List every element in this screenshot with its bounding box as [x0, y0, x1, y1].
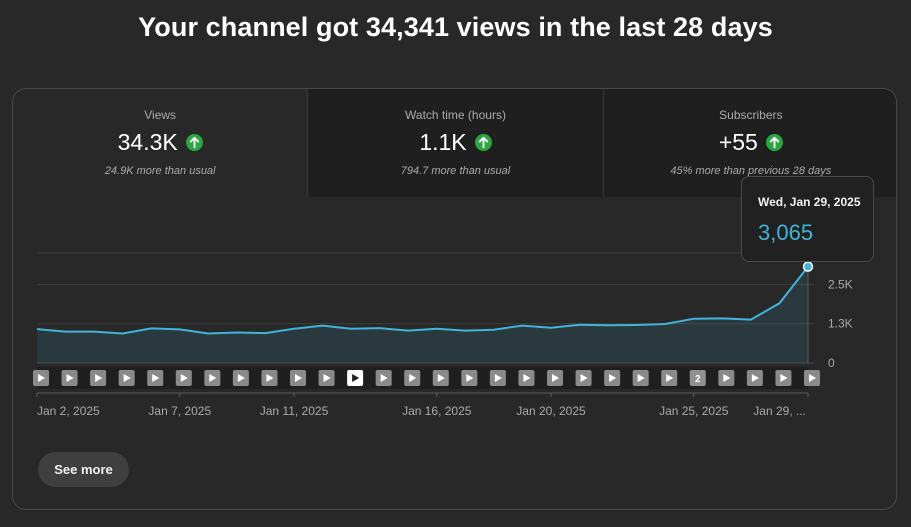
arrow-up-circle-icon — [765, 134, 783, 151]
video-marker-6[interactable] — [204, 370, 221, 386]
video-marker-7[interactable] — [232, 370, 249, 386]
tab-watch-time[interactable]: Watch time (hours) 1.1K 794.7 more than … — [308, 89, 604, 197]
video-thumbnail — [689, 370, 706, 386]
play-icon — [751, 374, 759, 382]
play-icon — [523, 374, 531, 382]
video-marker-23[interactable]: 2 — [689, 370, 706, 386]
video-count-label: 2 — [695, 374, 701, 385]
video-marker-9[interactable] — [290, 370, 306, 386]
play-icon — [437, 374, 445, 382]
tab-views-value: 34.3K — [117, 129, 178, 155]
views-line — [36, 266, 809, 335]
x-tick-label: Jan 29, ... — [753, 404, 806, 418]
views-chart[interactable]: 0 1.3K 2.5K 2 Jan 2, 2025 Jan 7, 2025 Jan 11, … — [13, 89, 897, 429]
video-marker-11[interactable] — [347, 370, 364, 386]
play-icon — [723, 374, 731, 382]
play-icon — [666, 374, 674, 382]
page-headline: Your channel got 34,341 views in the las… — [138, 12, 773, 42]
x-tick-label: Jan 25, 2025 — [659, 404, 729, 418]
chart-tooltip: Wed, Jan 29, 2025 3,065 — [741, 176, 874, 262]
arrow-up-circle-icon — [185, 134, 203, 151]
video-marker-4[interactable] — [147, 370, 164, 386]
play-icon — [580, 374, 588, 382]
tab-watch-time-label: Watch time (hours) — [405, 108, 506, 122]
video-marker-24[interactable] — [718, 370, 735, 386]
x-tick-label: Jan 7, 2025 — [148, 404, 211, 418]
video-marker-25[interactable] — [746, 370, 763, 386]
video-marker-27[interactable] — [804, 370, 820, 386]
video-marker-14[interactable] — [432, 370, 449, 386]
y-tick-label: 2.5K — [828, 277, 853, 291]
video-marker-15[interactable] — [461, 370, 478, 386]
play-icon — [180, 374, 188, 382]
y-tick-label: 1.3K — [828, 317, 853, 331]
video-marker-17[interactable] — [518, 370, 535, 386]
play-icon — [123, 374, 131, 382]
video-marker-18[interactable] — [547, 370, 563, 386]
play-icon — [380, 374, 388, 382]
tab-subscribers-label: Subscribers — [719, 108, 783, 122]
highlight-point — [802, 261, 814, 272]
video-marker-20[interactable] — [604, 370, 621, 386]
x-tick-label: Jan 11, 2025 — [260, 404, 329, 418]
video-marker-1[interactable] — [61, 370, 78, 386]
video-marker-2[interactable] — [90, 370, 107, 386]
video-marker-21[interactable] — [632, 370, 649, 386]
play-icon — [295, 374, 302, 382]
tab-subscribers-value: +55 — [718, 129, 758, 155]
play-icon — [66, 374, 74, 382]
video-marker-3[interactable] — [118, 370, 135, 386]
play-icon — [266, 374, 274, 382]
video-marker-10[interactable] — [318, 370, 335, 386]
play-icon — [780, 374, 788, 382]
tab-views-label: Views — [144, 108, 177, 122]
video-marker-16[interactable] — [489, 370, 506, 386]
play-icon — [552, 374, 559, 382]
arrow-up-circle-icon — [474, 134, 492, 151]
video-marker-12[interactable] — [375, 370, 392, 386]
play-icon — [809, 374, 816, 382]
play-icon — [323, 374, 331, 382]
analytics-card: Views 34.3K 24.9K more than usual Watch … — [12, 88, 897, 510]
play-icon — [609, 374, 617, 382]
play-icon — [637, 374, 645, 382]
tooltip-date: Wed, Jan 29, 2025 — [758, 195, 861, 209]
play-icon — [95, 374, 103, 382]
views-area — [37, 266, 808, 363]
y-tick-label: 0 — [828, 356, 835, 370]
tab-views[interactable]: Views 34.3K 24.9K more than usual — [13, 89, 309, 197]
video-marker-22[interactable] — [661, 370, 678, 386]
tab-subscribers-note: 45% more than previous 28 days — [670, 165, 832, 177]
play-icon — [409, 374, 417, 382]
tab-watch-time-value: 1.1K — [419, 129, 467, 155]
video-marker-0[interactable] — [33, 370, 49, 386]
video-marker-8[interactable] — [261, 370, 278, 386]
tab-watch-time-note: 794.7 more than usual — [400, 165, 511, 177]
x-tick-label: Jan 20, 2025 — [516, 404, 586, 418]
play-icon — [466, 374, 474, 382]
video-marker-5[interactable] — [175, 370, 192, 386]
video-marker-26[interactable] — [775, 370, 792, 386]
play-icon — [352, 374, 360, 382]
x-tick-label: Jan 2, 2025 — [37, 404, 100, 418]
tooltip-value: 3,065 — [758, 220, 814, 245]
play-icon — [152, 374, 160, 382]
video-marker-19[interactable] — [575, 370, 592, 386]
x-tick-label: Jan 16, 2025 — [402, 404, 472, 418]
see-more-button[interactable]: See more — [38, 452, 129, 487]
tab-views-note: 24.9K more than usual — [104, 165, 216, 177]
play-icon — [38, 374, 45, 382]
video-marker-13[interactable] — [404, 370, 421, 386]
play-icon — [237, 374, 245, 382]
play-icon — [494, 374, 502, 382]
play-icon — [209, 374, 217, 382]
